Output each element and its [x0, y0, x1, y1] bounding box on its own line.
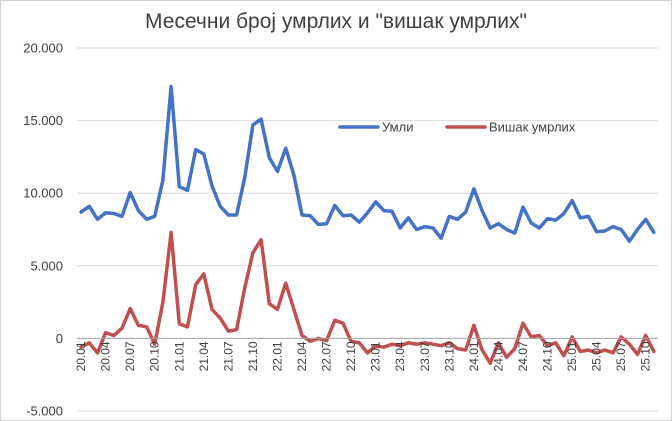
x-tick-label: 20.04	[99, 341, 113, 371]
x-tick-label: 21.01	[172, 341, 186, 371]
x-tick-label: 25.10	[639, 341, 653, 371]
x-tick-label: 22.04	[295, 341, 309, 371]
y-axis-tick-labels: -5.000 0 5.000 10.000 15.000 20.000	[23, 41, 63, 419]
x-tick-label: 25.07	[614, 341, 628, 371]
x-tick-label: 23.01	[369, 341, 383, 371]
y-tick-label: 20.000	[23, 41, 63, 56]
x-tick-label: 20.01	[74, 341, 88, 371]
y-tick-label: 15.000	[23, 113, 63, 128]
chart-title: Месечни број умрлих и "вишак умрлих"	[145, 10, 527, 33]
x-tick-label: 24.10	[541, 341, 555, 371]
x-tick-label: 22.10	[344, 341, 358, 371]
series-line	[79, 84, 656, 243]
legend: Умли Вишак умрлих	[338, 120, 576, 135]
x-tick-label: 22.07	[320, 341, 334, 371]
x-tick-label: 21.07	[221, 341, 235, 371]
series-lines	[79, 84, 656, 365]
x-tick-label: 21.04	[197, 341, 211, 371]
y-tick-label: 5.000	[30, 258, 63, 273]
y-tick-label: 10.000	[23, 186, 63, 201]
x-tick-label: 24.01	[467, 341, 481, 371]
x-tick-label: 20.10	[148, 341, 162, 371]
x-tick-label: 22.01	[271, 341, 285, 371]
x-tick-label: 23.10	[442, 341, 456, 371]
legend-label: Вишак умрлих	[489, 120, 576, 135]
y-tick-label: 0	[56, 331, 63, 346]
x-axis: 20.01 20.04 20.07 20.10 21.01 21.04 21.07 21.10…	[74, 337, 658, 371]
x-tick-label: 25.04	[590, 341, 604, 371]
x-tick-label: 21.10	[246, 341, 260, 371]
x-tick-label: 25.01	[565, 341, 579, 371]
x-tick-label: 20.07	[123, 341, 137, 371]
x-tick-label: 23.07	[418, 341, 432, 371]
x-tick-label: 24.07	[516, 341, 530, 371]
y-tick-label: -5.000	[26, 404, 63, 419]
x-tick-label: 24.04	[491, 341, 505, 371]
legend-label: Умли	[382, 120, 413, 135]
x-tick-label: 23.04	[393, 341, 407, 371]
series-line	[79, 230, 656, 365]
